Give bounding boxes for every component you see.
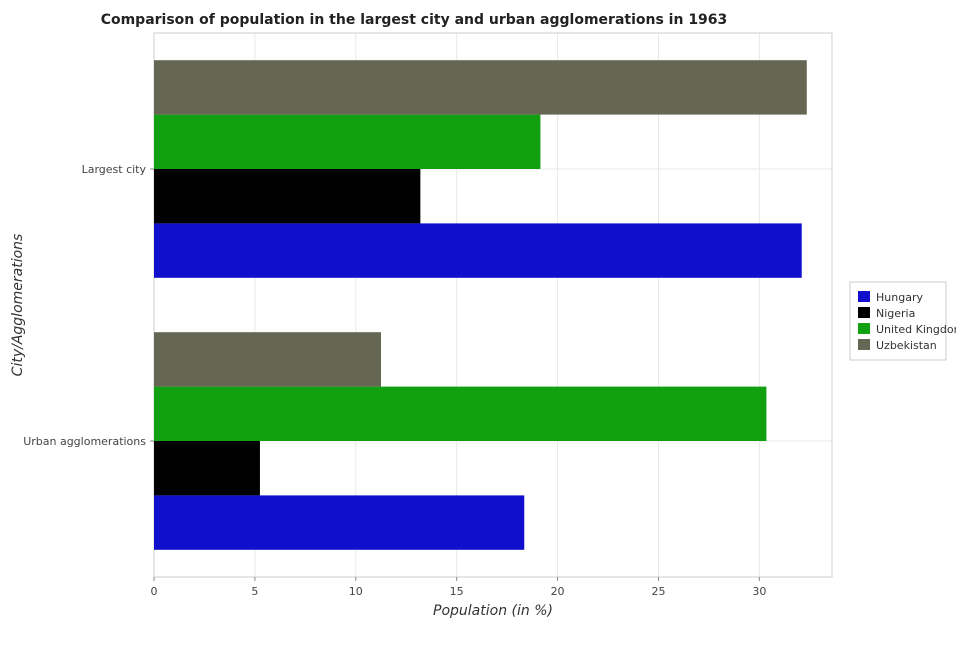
legend-swatch: [858, 307, 870, 318]
y-axis-label: City/Agglomerations: [10, 234, 26, 377]
plot-frame: [153, 32, 833, 578]
x-axis-ticks: 0 5 10 15 20 25 30: [151, 577, 766, 598]
legend-swatch: [858, 339, 870, 350]
x-tick-label: 0: [151, 585, 158, 598]
x-tick-label: 20: [551, 585, 565, 598]
legend: Hungary Nigeria United Kingdom Uzbekistan: [849, 281, 956, 361]
legend-swatch: [858, 291, 870, 302]
bar-nigeria: [154, 169, 421, 224]
x-tick-label: 25: [651, 585, 665, 598]
x-tick-label: 15: [450, 585, 464, 598]
x-tick-label: 5: [251, 585, 258, 598]
bar-united-kingdom: [154, 386, 767, 441]
x-tick-label: 30: [752, 585, 766, 598]
bar-hungary: [154, 495, 525, 550]
y-tick-label: Largest city: [82, 163, 147, 176]
bar-hungary: [154, 223, 802, 278]
bar-uzbekistan: [154, 332, 382, 387]
legend-label: Hungary: [876, 291, 923, 304]
chart-title: Comparison of population in the largest …: [101, 12, 728, 28]
x-tick-label: 10: [349, 585, 363, 598]
legend-label: United Kingdom: [876, 323, 956, 336]
y-tick-label: Urban agglomerations: [23, 435, 146, 448]
legend-swatch: [858, 323, 870, 334]
legend-label: Uzbekistan: [876, 339, 937, 352]
x-axis-label: Population (in %): [433, 603, 553, 619]
legend-label: Nigeria: [876, 307, 915, 320]
bar-uzbekistan: [154, 60, 807, 115]
bar-united-kingdom: [154, 114, 541, 169]
y-axis-ticks: Largest city Urban agglomerations: [23, 163, 154, 448]
bar-nigeria: [154, 441, 260, 496]
bars: [154, 60, 807, 550]
